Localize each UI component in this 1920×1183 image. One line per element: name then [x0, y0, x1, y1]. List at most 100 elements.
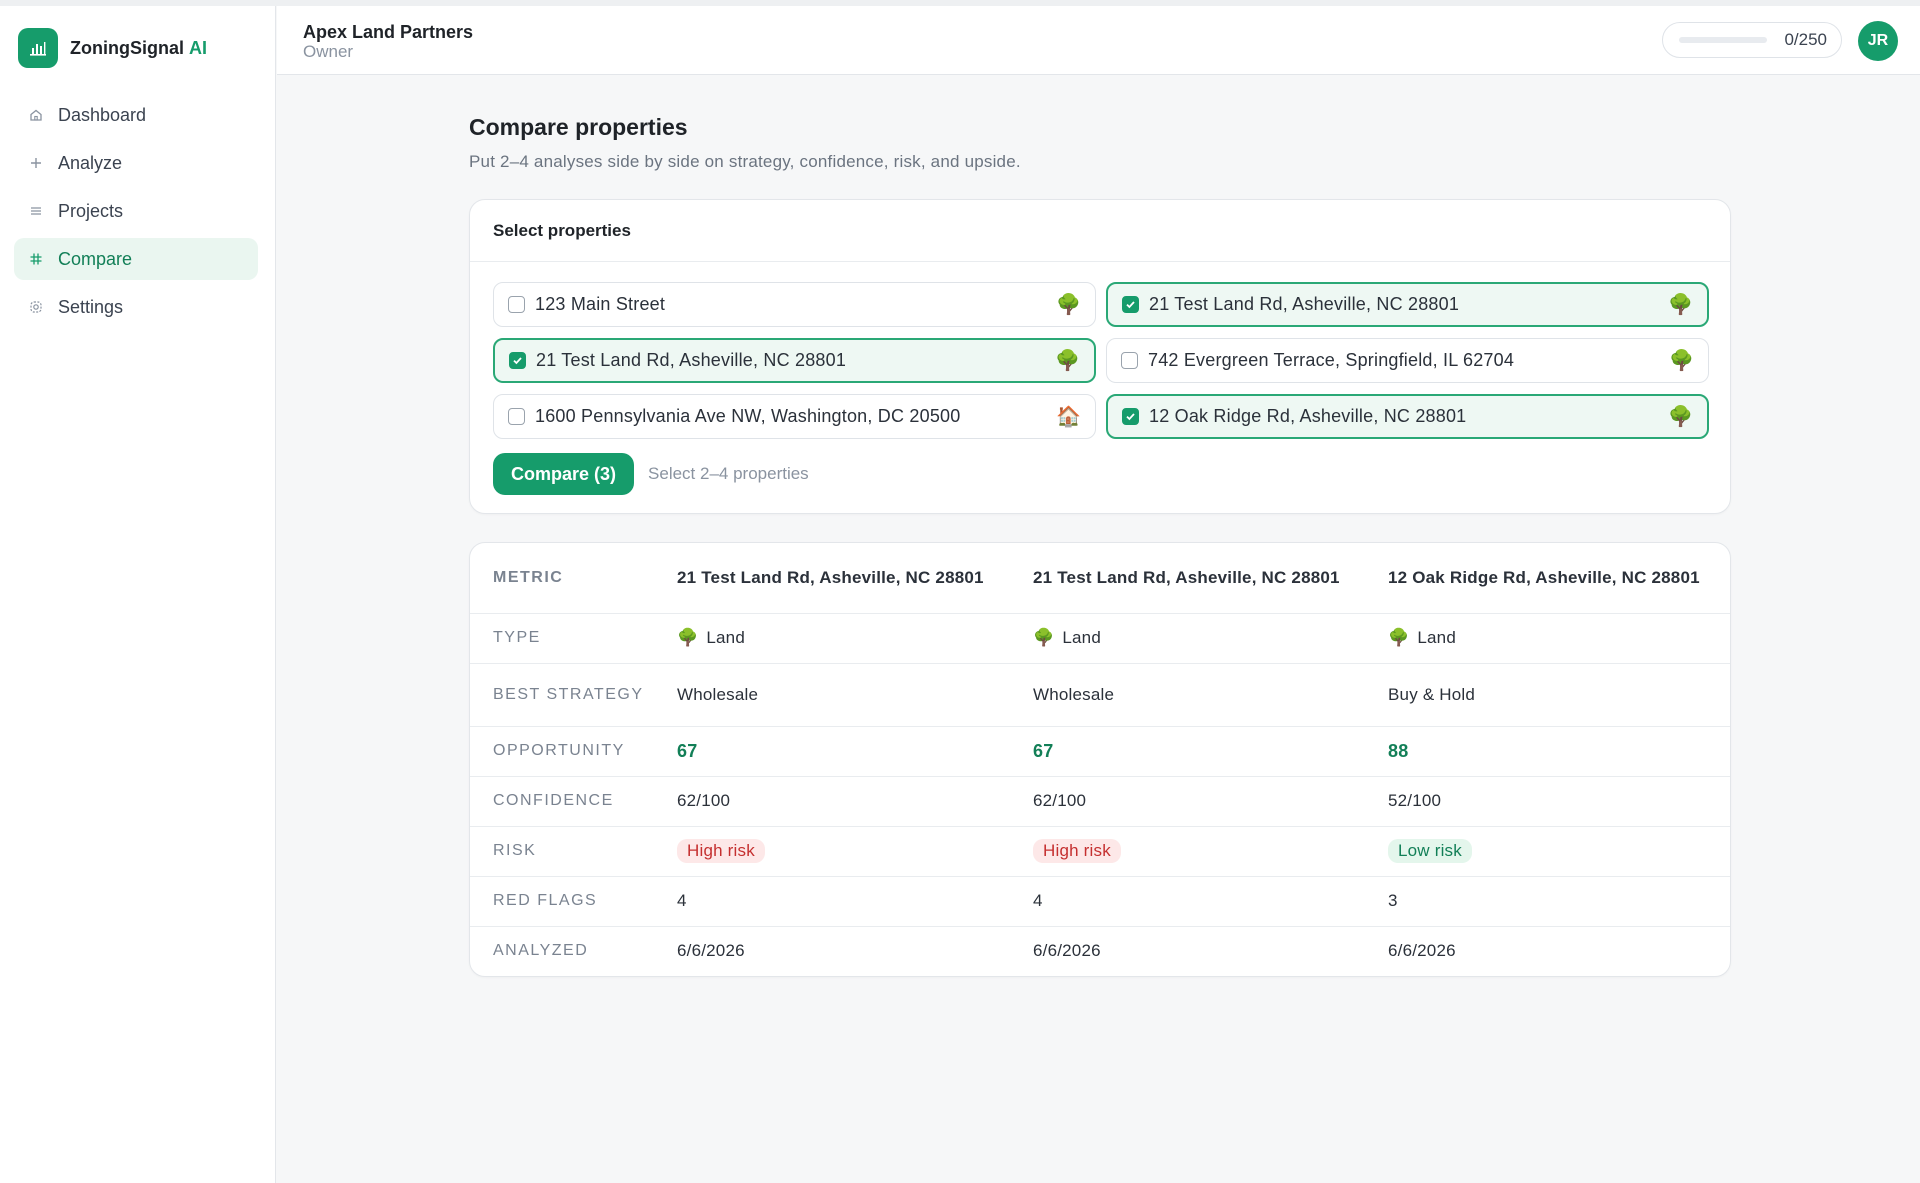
sidebar-item-label: Dashboard — [58, 104, 147, 125]
checkbox[interactable] — [508, 296, 525, 313]
tree-icon: 🌳 — [677, 628, 699, 647]
property-label: 742 Evergreen Terrace, Springfield, IL 6… — [1148, 350, 1515, 370]
checkbox[interactable] — [508, 408, 525, 425]
table-row: TYPE 🌳 Land 🌳 Land 🌳 Land — [470, 613, 1730, 664]
row-label: RISK — [470, 826, 677, 877]
type-cell: 🌳 Land — [1033, 613, 1388, 664]
analyzed-cell: 6/6/2026 — [677, 941, 745, 961]
home-icon — [28, 107, 44, 123]
usage-count: 0/250 — [1784, 30, 1827, 49]
property-option[interactable]: 21 Test Land Rd, Asheville, NC 28801 🌳 — [1106, 282, 1709, 327]
row-label: ANALYZED — [493, 942, 589, 960]
sidebar-item-label: Compare — [58, 248, 133, 269]
opportunity-cell: 88 — [1388, 726, 1730, 777]
property-label: 21 Test Land Rd, Asheville, NC 28801 — [536, 350, 847, 370]
brand[interactable]: ZoningSignal AI — [18, 28, 207, 68]
grid-icon — [28, 251, 44, 267]
type-cell: 🌳 Land — [677, 613, 1033, 664]
risk-cell: High risk — [677, 826, 1033, 877]
avatar[interactable]: JR — [1858, 21, 1898, 61]
row-label: BEST STRATEGY — [470, 663, 677, 727]
table-row: ANALYZED 6/6/2026 6/6/2026 6/6/2026 — [470, 926, 1730, 976]
property-option[interactable]: 12 Oak Ridge Rd, Asheville, NC 28801 🌳 — [1106, 394, 1709, 439]
risk-badge: Low risk — [1388, 839, 1472, 863]
checkbox-checked[interactable] — [1122, 296, 1139, 313]
tree-icon: 🌳 — [1056, 293, 1081, 316]
column-header: 21 Test Land Rd, Asheville, NC 28801 — [677, 543, 1033, 614]
usage-progress-track — [1679, 37, 1767, 43]
brand-suffix: AI — [189, 37, 207, 58]
sidebar-nav: Dashboard Analyze Projects Compare Setti… — [14, 94, 258, 334]
sidebar-item-label: Projects — [58, 200, 124, 221]
compare-actions: Compare (3) Select 2–4 properties — [493, 453, 809, 495]
table-header-row: METRIC 21 Test Land Rd, Asheville, NC 28… — [470, 543, 1730, 614]
column-header: 21 Test Land Rd, Asheville, NC 28801 — [1033, 543, 1388, 614]
strategy-cell: Buy & Hold — [1388, 663, 1730, 727]
sidebar-item-settings[interactable]: Settings — [14, 286, 258, 328]
type-value: Land — [1062, 628, 1101, 647]
row-label: RED FLAGS — [470, 876, 677, 927]
sidebar-item-dashboard[interactable]: Dashboard — [14, 94, 258, 136]
risk-cell: Low risk — [1388, 826, 1730, 877]
house-icon: 🏠 — [1056, 405, 1081, 428]
list-icon — [28, 203, 44, 219]
checkbox-checked[interactable] — [509, 352, 526, 369]
property-option[interactable]: 123 Main Street 🌳 — [493, 282, 1096, 327]
table-row: RISK High risk High risk Low risk — [470, 826, 1730, 877]
type-value: Land — [1417, 628, 1456, 647]
checkbox-checked[interactable] — [1122, 408, 1139, 425]
checkbox[interactable] — [1121, 352, 1138, 369]
column-header: 12 Oak Ridge Rd, Asheville, NC 28801 — [1388, 543, 1730, 614]
org-role: Owner — [303, 42, 354, 61]
sidebar-item-analyze[interactable]: Analyze — [14, 142, 258, 184]
confidence-cell: 52/100 — [1388, 776, 1730, 827]
red-flags-cell: 4 — [1033, 876, 1388, 927]
red-flags-cell: 4 — [677, 876, 1033, 927]
property-option[interactable]: 21 Test Land Rd, Asheville, NC 28801 🌳 — [493, 338, 1096, 383]
table-row: RED FLAGS 4 4 3 — [470, 876, 1730, 927]
confidence-cell: 62/100 — [1033, 776, 1388, 827]
sidebar-item-label: Settings — [58, 296, 124, 317]
select-properties-card: Select properties 123 Main Street 🌳 21 Tes… — [469, 199, 1731, 514]
opportunity-score: 67 — [1033, 740, 1054, 761]
opportunity-score: 88 — [1388, 740, 1409, 761]
property-option[interactable]: 742 Evergreen Terrace, Springfield, IL 6… — [1106, 338, 1709, 383]
red-flags-cell: 3 — [1388, 876, 1730, 927]
property-label: 21 Test Land Rd, Asheville, NC 28801 — [1149, 294, 1460, 314]
sidebar-item-projects[interactable]: Projects — [14, 190, 258, 232]
comparison-table-card: METRIC 21 Test Land Rd, Asheville, NC 28… — [469, 542, 1731, 977]
property-grid: 123 Main Street 🌳 21 Test Land Rd, Ashevil… — [493, 282, 1709, 439]
comparison-table: METRIC 21 Test Land Rd, Asheville, NC 28… — [470, 543, 1730, 976]
sidebar: ZoningSignal AI Dashboard Analyze Projec… — [0, 6, 276, 1183]
strategy-cell: Wholesale — [1033, 663, 1388, 727]
analyzed-cell: 6/6/2026 — [1033, 941, 1101, 961]
sidebar-item-compare[interactable]: Compare — [14, 238, 258, 280]
table-row: CONFIDENCE 62/100 62/100 52/100 — [470, 776, 1730, 827]
opportunity-score: 67 — [677, 740, 698, 761]
table-row: OPPORTUNITY 67 67 88 — [470, 726, 1730, 777]
org-name[interactable]: Apex Land Partners — [303, 22, 474, 42]
opportunity-cell: 67 — [677, 726, 1033, 777]
brand-name: ZoningSignal — [70, 37, 184, 58]
risk-badge: High risk — [677, 839, 765, 863]
property-option[interactable]: 1600 Pennsylvania Ave NW, Washington, DC… — [493, 394, 1096, 439]
tree-icon: 🌳 — [1668, 405, 1693, 428]
tree-icon: 🌳 — [1055, 349, 1080, 372]
row-label: TYPE — [470, 613, 677, 664]
top-header: Apex Land Partners Owner 0/250 JR — [277, 6, 1920, 75]
plus-icon — [28, 155, 44, 171]
tree-icon: 🌳 — [1668, 293, 1693, 316]
bar-chart-icon — [18, 28, 58, 68]
risk-cell: High risk — [1033, 826, 1388, 877]
row-label: CONFIDENCE — [470, 776, 677, 827]
compare-button[interactable]: Compare (3) — [493, 453, 635, 495]
type-cell: 🌳 Land — [1388, 613, 1730, 664]
property-label: 123 Main Street — [535, 294, 666, 314]
table-row: BEST STRATEGY Wholesale Wholesale Buy & … — [470, 663, 1730, 727]
usage-meter[interactable]: 0/250 — [1662, 22, 1842, 58]
risk-badge: High risk — [1033, 839, 1121, 863]
top-strip — [0, 0, 1920, 6]
row-label: OPPORTUNITY — [470, 726, 677, 777]
property-label: 1600 Pennsylvania Ave NW, Washington, DC… — [535, 406, 961, 426]
type-value: Land — [706, 628, 745, 647]
